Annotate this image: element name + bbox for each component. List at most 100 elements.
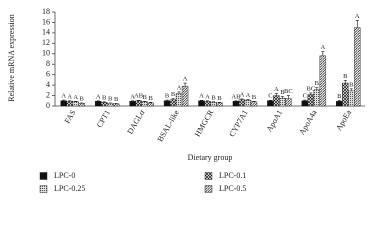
error-bar xyxy=(206,100,209,102)
bar xyxy=(336,101,343,107)
chart: Relative mRNA expression Dietary group 0… xyxy=(7,7,365,193)
significance-letter: B xyxy=(165,92,170,99)
y-tick-label: 8 xyxy=(46,59,50,68)
x-tick-label: ApoEa xyxy=(334,108,353,132)
error-bar xyxy=(137,99,141,101)
bar xyxy=(78,103,85,107)
error-bar xyxy=(349,88,353,91)
bar xyxy=(66,101,73,107)
error-bar xyxy=(62,99,66,101)
bar xyxy=(112,103,120,107)
error-bar xyxy=(177,91,181,94)
error-bar xyxy=(218,102,221,103)
significance-letter: C xyxy=(303,92,307,99)
significance-letter: BC xyxy=(284,88,293,95)
x-tick-label: DAGLα xyxy=(125,108,146,136)
significance-letter: A xyxy=(199,93,204,100)
significance-letter: AB xyxy=(134,93,144,100)
significance-letter: A xyxy=(177,84,182,91)
bar xyxy=(273,95,280,107)
significance-letter: B xyxy=(80,95,85,102)
bar xyxy=(100,102,108,107)
significance-letter: AB xyxy=(231,93,241,100)
significance-letter: B xyxy=(108,95,113,102)
error-bar xyxy=(143,101,147,102)
significance-letter: A xyxy=(205,93,210,100)
significance-letter: A xyxy=(73,94,78,101)
y-tick-label: 10 xyxy=(42,49,50,58)
significance-letter: BC xyxy=(306,85,315,92)
bar xyxy=(216,102,223,107)
bar xyxy=(354,27,361,107)
bar xyxy=(313,89,321,107)
error-bar xyxy=(149,102,153,103)
legend-swatch xyxy=(204,172,213,180)
bar xyxy=(319,55,327,107)
bar xyxy=(60,100,67,107)
significance-letter: B xyxy=(280,89,285,96)
significance-letter: B xyxy=(142,94,147,101)
error-bar xyxy=(171,98,175,100)
error-bar xyxy=(74,101,78,102)
bar xyxy=(147,102,154,107)
error-bar xyxy=(309,92,313,95)
y-tick-label: 0 xyxy=(46,101,50,110)
significance-letter: A xyxy=(246,92,251,99)
bar xyxy=(175,93,183,107)
significance-letter: A xyxy=(240,91,245,98)
significance-letter: C xyxy=(268,93,272,100)
error-bar xyxy=(246,99,250,101)
error-bar xyxy=(303,99,307,101)
error-bar xyxy=(96,100,100,102)
bar xyxy=(348,90,355,107)
significance-letter: B xyxy=(349,81,354,88)
error-bar xyxy=(315,87,319,90)
significance-letter: A xyxy=(130,93,135,100)
bar xyxy=(106,103,114,107)
significance-letter: A xyxy=(183,76,188,83)
error-bar xyxy=(212,101,215,103)
error-bar xyxy=(337,100,341,102)
error-bar xyxy=(114,103,118,104)
x-tick-label: CPT1 xyxy=(95,108,112,129)
significance-letter: A xyxy=(67,93,72,100)
error-bar xyxy=(200,99,203,101)
significance-letter: A xyxy=(96,93,101,100)
legend-label: LPC-0.25 xyxy=(54,184,85,193)
error-bar xyxy=(240,98,244,100)
y-axis-label: Relative mRNA expression xyxy=(7,14,16,102)
x-tick-label: CYP7A1 xyxy=(227,108,249,138)
y-tick-label: 16 xyxy=(42,17,50,26)
significance-letter: A xyxy=(61,92,66,99)
y-tick-label: 6 xyxy=(46,69,50,78)
error-bar xyxy=(268,99,272,101)
bar xyxy=(279,97,286,107)
bar xyxy=(198,100,205,107)
bar xyxy=(250,101,258,107)
x-tick-label: ApoA1 xyxy=(265,108,285,133)
significance-letter: B xyxy=(343,73,348,80)
bar xyxy=(135,100,142,107)
bar xyxy=(301,100,309,107)
significance-letter: B xyxy=(171,91,176,98)
error-bar xyxy=(131,100,135,102)
x-tick-label: FAS xyxy=(63,108,78,125)
bar xyxy=(307,94,315,107)
error-bar xyxy=(280,96,284,99)
error-bar xyxy=(343,80,347,84)
y-tick-label: 18 xyxy=(42,7,50,16)
bar xyxy=(204,101,211,107)
legend-label: LPC-0.5 xyxy=(219,184,246,193)
significance-letter: B xyxy=(337,93,342,100)
legend-swatch xyxy=(204,185,213,193)
y-tick-label: 12 xyxy=(42,38,50,47)
x-tick-label: HMGCR xyxy=(193,108,216,138)
bar xyxy=(244,100,252,107)
error-bar xyxy=(234,100,238,102)
error-bar xyxy=(165,99,169,101)
x-tick-label: ApoA4a xyxy=(297,108,319,136)
bar xyxy=(210,102,217,107)
error-bar xyxy=(68,100,72,102)
significance-letter: B xyxy=(114,96,119,103)
bar xyxy=(238,99,246,107)
